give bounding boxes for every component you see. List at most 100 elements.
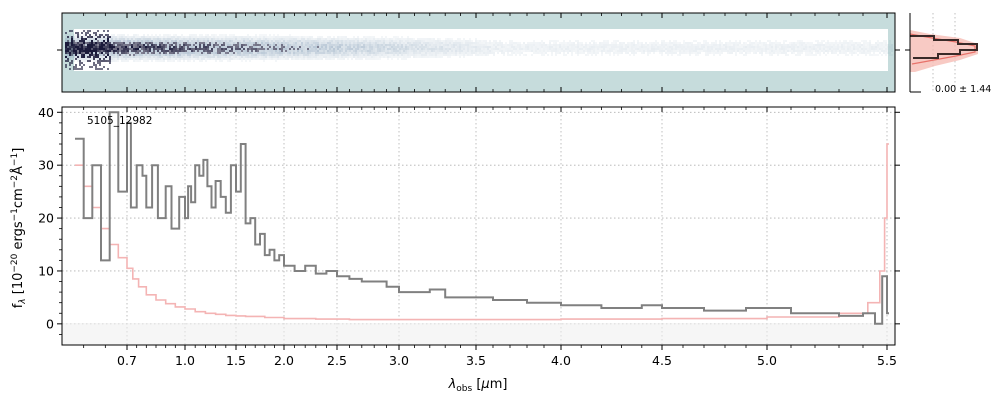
trace-pixel bbox=[677, 50, 679, 52]
trace-pixel bbox=[79, 36, 81, 38]
trace-pixel bbox=[75, 52, 77, 54]
trace-pixel bbox=[783, 44, 785, 46]
trace-pixel bbox=[79, 48, 81, 50]
trace-pixel bbox=[123, 58, 125, 60]
trace-pixel bbox=[319, 54, 321, 56]
trace-pixel bbox=[171, 58, 173, 60]
trace-pixel bbox=[389, 54, 391, 56]
trace-pixel bbox=[367, 50, 369, 52]
trace-pixel bbox=[283, 58, 285, 60]
trace-pixel bbox=[257, 54, 259, 56]
trace-pixel bbox=[401, 56, 403, 58]
trace-pixel bbox=[217, 44, 219, 46]
trace-pixel bbox=[471, 50, 473, 52]
trace-pixel bbox=[875, 54, 877, 56]
trace-pixel bbox=[819, 42, 821, 44]
trace-pixel bbox=[677, 48, 679, 50]
trace-pixel bbox=[369, 42, 371, 44]
trace-pixel bbox=[361, 54, 363, 56]
trace-pixel bbox=[459, 42, 461, 44]
trace-pixel bbox=[705, 50, 707, 52]
trace-pixel bbox=[181, 56, 183, 58]
trace-pixel bbox=[317, 58, 319, 60]
trace-pixel bbox=[507, 54, 509, 56]
trace-pixel bbox=[257, 40, 259, 42]
trace-pixel bbox=[281, 44, 283, 46]
trace-pixel bbox=[405, 58, 407, 60]
trace-pixel bbox=[413, 54, 415, 56]
trace-pixel bbox=[271, 38, 273, 40]
trace-pixel bbox=[539, 46, 541, 48]
trace-pixel bbox=[89, 60, 91, 62]
trace-pixel bbox=[687, 44, 689, 46]
trace-pixel bbox=[655, 44, 657, 46]
trace-pixel bbox=[553, 46, 555, 48]
trace-pixel bbox=[461, 52, 463, 54]
trace-pixel bbox=[219, 56, 221, 58]
trace-pixel bbox=[65, 44, 67, 46]
trace-pixel bbox=[835, 52, 837, 54]
trace-pixel bbox=[441, 48, 443, 50]
trace-pixel bbox=[801, 40, 803, 42]
trace-pixel bbox=[421, 42, 423, 44]
trace-pixel bbox=[143, 44, 145, 46]
trace-pixel bbox=[301, 36, 303, 38]
trace-pixel bbox=[559, 44, 561, 46]
trace-pixel bbox=[387, 38, 389, 40]
trace-pixel bbox=[159, 38, 161, 40]
trace-pixel bbox=[91, 38, 93, 40]
trace-pixel bbox=[317, 56, 319, 58]
trace-pixel bbox=[745, 50, 747, 52]
trace-pixel bbox=[553, 40, 555, 42]
trace-pixel bbox=[73, 66, 75, 68]
trace-pixel bbox=[145, 40, 147, 42]
trace-pixel bbox=[397, 54, 399, 56]
trace-pixel bbox=[449, 40, 451, 42]
trace-pixel bbox=[359, 38, 361, 40]
trace-pixel bbox=[633, 44, 635, 46]
trace-pixel bbox=[295, 38, 297, 40]
trace-pixel bbox=[249, 40, 251, 42]
trace-pixel bbox=[215, 40, 217, 42]
trace-pixel bbox=[811, 44, 813, 46]
trace-pixel bbox=[881, 50, 883, 52]
trace-pixel bbox=[451, 48, 453, 50]
trace-pixel bbox=[277, 34, 279, 36]
trace-pixel bbox=[75, 44, 77, 46]
trace-pixel bbox=[225, 42, 227, 44]
trace-pixel bbox=[601, 42, 603, 44]
trace-pixel bbox=[159, 34, 161, 36]
trace-pixel bbox=[95, 34, 97, 36]
trace-pixel bbox=[223, 44, 225, 46]
trace-pixel bbox=[119, 46, 121, 48]
trace-pixel bbox=[751, 46, 753, 48]
trace-pixel bbox=[235, 50, 237, 52]
trace-pixel bbox=[775, 46, 777, 48]
trace-pixel bbox=[311, 42, 313, 44]
trace-pixel bbox=[123, 52, 125, 54]
trace-pixel bbox=[213, 48, 215, 50]
trace-pixel bbox=[695, 44, 697, 46]
trace-pixel bbox=[803, 42, 805, 44]
trace-pixel bbox=[553, 42, 555, 44]
trace-pixel bbox=[343, 48, 345, 50]
trace-pixel bbox=[173, 44, 175, 46]
trace-pixel bbox=[327, 44, 329, 46]
trace-pixel bbox=[309, 46, 311, 48]
trace-pixel bbox=[191, 34, 193, 36]
trace-pixel bbox=[113, 50, 115, 52]
trace-pixel bbox=[455, 40, 457, 42]
trace-pixel bbox=[89, 44, 91, 46]
trace-pixel bbox=[537, 48, 539, 50]
trace-pixel bbox=[291, 40, 293, 42]
trace-pixel bbox=[555, 50, 557, 52]
trace-pixel bbox=[695, 48, 697, 50]
trace-pixel bbox=[101, 36, 103, 38]
trace-pixel bbox=[279, 50, 281, 52]
trace-pixel bbox=[335, 42, 337, 44]
trace-pixel bbox=[503, 44, 505, 46]
trace-pixel bbox=[97, 52, 99, 54]
trace-pixel bbox=[113, 40, 115, 42]
trace-pixel bbox=[123, 48, 125, 50]
trace-pixel bbox=[485, 40, 487, 42]
